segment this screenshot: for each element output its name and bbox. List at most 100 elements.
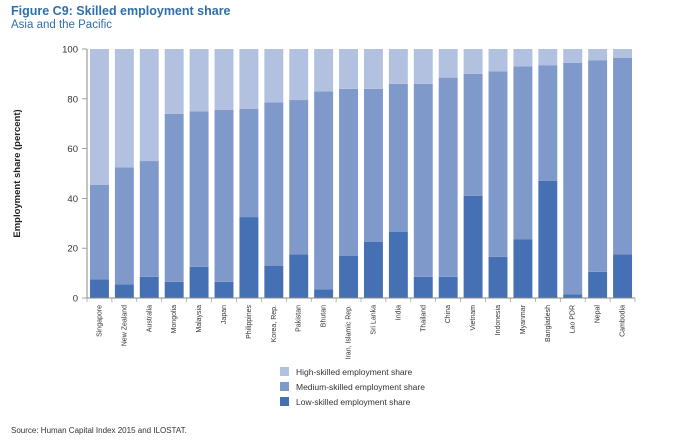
y-tick-label: 0 <box>73 294 78 305</box>
bar-segment <box>413 49 433 84</box>
figure-subtitle: Asia and the Pacific <box>11 19 113 31</box>
y-axis-label: Employment share (percent) <box>12 109 23 237</box>
x-category-label: Vietnam <box>470 305 477 331</box>
x-category-label: Korea, Rep. <box>271 305 278 342</box>
source-note: Source: Human Capital Index 2015 and ILO… <box>11 426 187 435</box>
bar-segment <box>463 195 483 298</box>
x-category-label: Malaysia <box>196 305 203 333</box>
bar-segment <box>588 49 608 61</box>
bar-segment <box>214 110 234 282</box>
y-tick-label: 40 <box>67 194 78 205</box>
bar-segment <box>264 102 284 266</box>
x-category-label: Thailand <box>420 305 427 332</box>
bar-segment <box>613 254 633 298</box>
bar-segment <box>413 83 433 277</box>
y-tick-label: 20 <box>67 244 78 255</box>
bar-segment <box>363 241 383 298</box>
x-category-label: Singapore <box>96 305 103 337</box>
bar-segment <box>314 49 334 92</box>
bar-segment <box>363 88 383 242</box>
legend-label: Medium-skilled employment share <box>296 382 425 392</box>
bar-segment <box>189 266 209 298</box>
bar-segment <box>438 77 458 277</box>
bar-segment <box>89 184 109 280</box>
bar-segment <box>339 49 359 89</box>
bar-segment <box>239 49 259 109</box>
bar-segment <box>563 294 583 298</box>
bar-segment <box>314 91 334 290</box>
bar-segment <box>588 271 608 298</box>
x-category-label: Indonesia <box>495 305 502 335</box>
bar-segment <box>538 49 558 66</box>
bar-segment <box>513 49 533 67</box>
bar-segment <box>588 60 608 272</box>
bar-segment <box>488 71 508 257</box>
figure-title: Figure C9: Skilled employment share <box>11 4 231 18</box>
x-category-label: Sri Lanka <box>370 305 377 335</box>
bar-segment <box>239 108 259 218</box>
bar-segment <box>139 161 159 277</box>
bar-segment <box>164 49 184 114</box>
legend-swatch <box>280 367 289 376</box>
x-category-label: Myanmar <box>520 304 527 334</box>
bar-segment <box>214 281 234 298</box>
x-category-label: India <box>395 305 402 320</box>
bar-segment <box>164 113 184 282</box>
bar-segment <box>189 111 209 267</box>
bar-segment <box>139 276 159 298</box>
bar-segment <box>613 49 633 58</box>
x-category-label: New Zealand <box>121 305 128 346</box>
bar-segment <box>438 276 458 298</box>
x-category-label: Pakistan <box>296 305 303 332</box>
bar-segment <box>388 49 408 84</box>
bar-segment <box>214 49 234 111</box>
bar-segment <box>339 255 359 298</box>
bar-segment <box>289 49 309 101</box>
bar-segment <box>613 57 633 255</box>
bar-segment <box>488 49 508 72</box>
x-category-label: Mongolia <box>171 305 178 334</box>
bar-segment <box>89 49 109 185</box>
bar-segment <box>139 49 159 162</box>
bar-segment <box>388 83 408 233</box>
bar-segment <box>314 289 334 298</box>
bar-segment <box>114 167 134 285</box>
bar-segment <box>413 276 433 298</box>
bar-segment <box>563 62 583 295</box>
bar-segment <box>264 49 284 103</box>
bar-segment <box>488 256 508 298</box>
legend-label: High-skilled employment share <box>296 367 412 377</box>
bar-segment <box>114 49 134 168</box>
bar-segment <box>538 180 558 298</box>
bar-segment <box>463 49 483 74</box>
bar-segment <box>388 232 408 298</box>
legend-swatch <box>280 397 289 406</box>
bar-segment <box>264 265 284 298</box>
x-category-label: Japan <box>221 305 228 324</box>
bar-segment <box>164 281 184 298</box>
x-category-label: Lao PDR <box>570 305 577 333</box>
x-category-label: China <box>445 305 452 323</box>
y-tick-label: 80 <box>67 94 78 105</box>
bar-segment <box>189 49 209 112</box>
legend-swatch <box>280 382 289 391</box>
x-category-label: Philippines <box>246 305 253 339</box>
x-category-label: Bhutan <box>321 305 328 327</box>
bar-segment <box>289 100 309 255</box>
y-tick-label: 60 <box>67 144 78 155</box>
bar-segment <box>114 284 134 298</box>
x-category-label: Australia <box>146 305 153 332</box>
bar-segment <box>289 254 309 298</box>
bar-segment <box>239 217 259 298</box>
x-category-label: Iran, Islamic Rep. <box>346 305 353 360</box>
legend-label: Low-skilled employment share <box>296 397 411 407</box>
bar-segment <box>438 49 458 78</box>
y-tick-label: 100 <box>62 45 78 56</box>
x-category-label: Bangladesh <box>545 305 552 342</box>
bar-segment <box>363 49 383 89</box>
x-category-label: Nepal <box>595 305 602 324</box>
bar-segment <box>339 88 359 256</box>
bar-segment <box>463 73 483 196</box>
bar-segment <box>563 49 583 63</box>
